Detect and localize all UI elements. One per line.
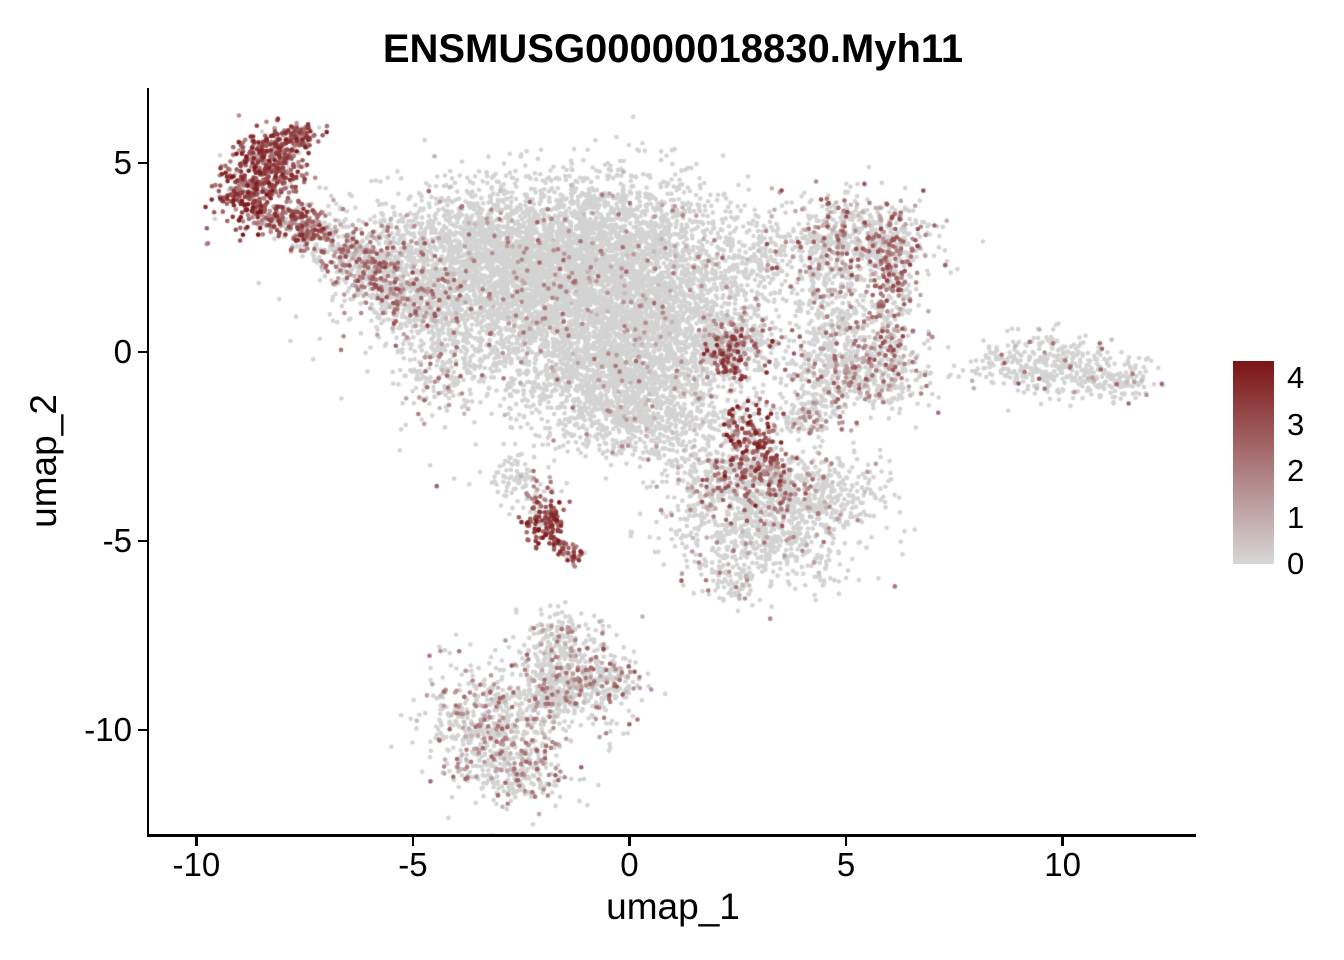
- x-tick-label: 10: [1044, 846, 1081, 883]
- y-tick-label: 5: [113, 143, 132, 181]
- x-tick-mark: [844, 836, 848, 846]
- x-axis-label: umap_1: [606, 886, 740, 927]
- plot-title: ENSMUSG00000018830.Myh11: [382, 27, 964, 71]
- colorbar-tick-label: 2: [1287, 453, 1305, 489]
- y-tick-mark: [137, 161, 147, 165]
- colorbar-tick-label: 0: [1287, 546, 1305, 581]
- x-tick-label: 0: [620, 846, 639, 883]
- x-tick-mark: [195, 836, 198, 846]
- y-tick-mark: [137, 539, 147, 543]
- x-tick-label: -5: [398, 846, 428, 883]
- x-axis-line: [146, 834, 1196, 837]
- colorbar-tick-label: 1: [1287, 499, 1305, 535]
- colorbar-tick-label: 3: [1287, 406, 1305, 442]
- y-tick-mark: [137, 350, 147, 354]
- colorbar-gradient: [1233, 361, 1274, 564]
- x-tick-mark: [628, 836, 631, 846]
- x-tick-label: 5: [836, 846, 856, 883]
- x-tick-label: -10: [172, 846, 221, 883]
- y-tick-label: -10: [84, 711, 132, 749]
- colorbar-tick-label: 4: [1287, 360, 1305, 396]
- y-tick-label: 0: [113, 332, 132, 370]
- x-tick-mark: [1061, 836, 1064, 846]
- scatter-points-canvas: [150, 88, 1196, 834]
- y-tick-mark: [137, 728, 147, 732]
- y-axis-line: [146, 88, 149, 837]
- x-tick-mark: [411, 836, 415, 846]
- y-tick-label: -5: [102, 521, 132, 559]
